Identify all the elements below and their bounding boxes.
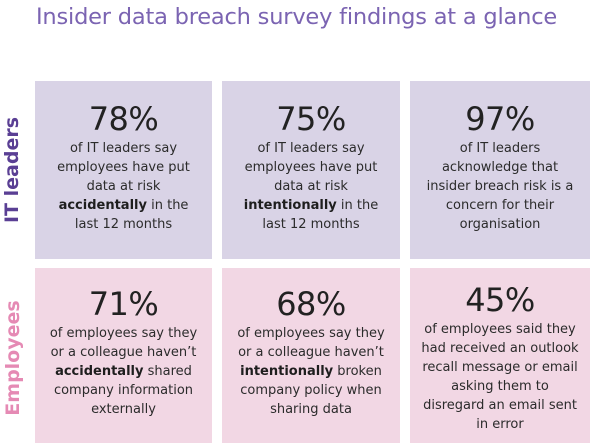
page-title: Insider data breach survey findings at a…: [36, 4, 558, 30]
stat-value: 75%: [276, 100, 346, 138]
stat-description-emphasis: intentionally: [243, 198, 337, 213]
stat-card-it-concern: 97% of IT leaders acknowledge that insid…: [410, 81, 590, 259]
stat-description: of IT leaders acknowledge that insider b…: [415, 139, 586, 234]
row-label-it-leaders: IT leaders: [1, 116, 23, 224]
stat-description-text: of IT leaders say employees have put dat…: [244, 141, 378, 194]
stat-description-text: broken company policy when sharing data: [240, 364, 382, 417]
stat-description-text: of employees say they or a colleague hav…: [237, 326, 385, 360]
stat-card-employees-recall: 45% of employees said they had received …: [410, 268, 590, 443]
stat-description-text: shared company information externally: [53, 364, 194, 417]
stat-description-text: of employees said they had received an o…: [421, 322, 579, 432]
stat-description: of employees said they had received an o…: [412, 320, 588, 434]
stat-description-text: in the last 12 months: [262, 198, 379, 232]
row-label-employees: Employees: [2, 300, 24, 416]
stat-description-text: of IT leaders acknowledge that insider b…: [426, 141, 574, 232]
stat-value: 71%: [88, 285, 159, 323]
stat-description-emphasis: intentionally: [240, 364, 334, 379]
stat-description-text: of employees say they or a colleague hav…: [49, 326, 198, 360]
stat-description-emphasis: accidentally: [58, 198, 147, 213]
stat-description: of IT leaders say employees have put dat…: [41, 139, 207, 234]
stat-value: 97%: [465, 100, 535, 138]
stat-description: of IT leaders say employees have put dat…: [228, 139, 394, 234]
stat-description-text: in the last 12 months: [74, 198, 189, 232]
stat-description-emphasis: accidentally: [55, 364, 144, 379]
stat-card-it-intentional: 75% of IT leaders say employees have put…: [222, 81, 400, 259]
stat-description: of employees say they or a colleague hav…: [223, 324, 399, 419]
stat-description-text: of IT leaders say employees have put dat…: [57, 141, 190, 194]
stat-card-it-accidental: 78% of IT leaders say employees have put…: [35, 81, 212, 259]
stat-value: 68%: [276, 285, 346, 323]
stat-value: 45%: [465, 281, 535, 319]
stat-value: 78%: [88, 100, 159, 138]
stat-description: of employees say they or a colleague hav…: [36, 324, 212, 419]
stat-card-employees-intentional: 68% of employees say they or a colleague…: [222, 268, 400, 443]
stat-card-employees-accidental: 71% of employees say they or a colleague…: [35, 268, 212, 443]
